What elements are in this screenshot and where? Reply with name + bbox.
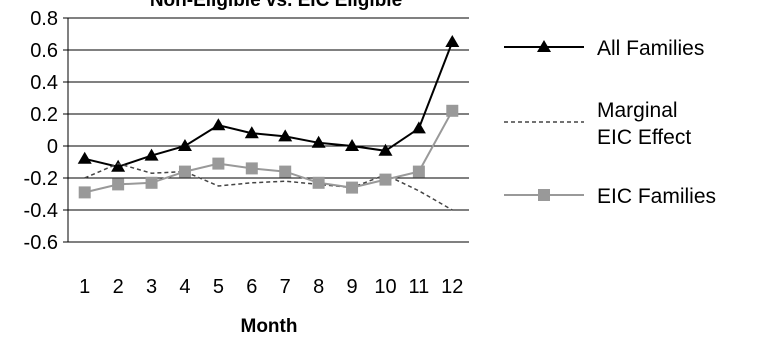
data-point	[144, 148, 159, 161]
legend-label: EIC Effect	[597, 126, 691, 149]
data-point	[177, 139, 192, 151]
x-tick-labels: 1 2 3 4 5 6 7 8 9 10 11 12	[79, 276, 463, 298]
y-tick-label: -0.4	[24, 200, 58, 222]
x-tick-label: 10	[374, 276, 396, 298]
y-tick-label: 0.6	[30, 40, 58, 62]
x-tick-label: 6	[246, 276, 257, 298]
x-tick-label: 11	[408, 276, 429, 298]
data-point	[311, 135, 326, 148]
data-point	[412, 165, 425, 178]
gridlines	[68, 17, 469, 243]
legend-label: EIC Families	[597, 185, 716, 208]
x-tick-label: 7	[280, 276, 291, 298]
x-tick-label: 2	[113, 276, 124, 298]
data-point	[278, 129, 293, 142]
data-point	[411, 121, 426, 134]
chart-title: Non-Eligible vs. EIC Eligible	[150, 0, 402, 11]
data-point	[379, 173, 392, 186]
x-tick-label: 8	[313, 276, 324, 298]
legend-swatch-marker	[538, 189, 550, 201]
data-point	[445, 35, 460, 47]
data-point	[312, 176, 325, 189]
series-eic-families	[78, 104, 459, 199]
data-point	[346, 181, 359, 194]
data-point	[212, 157, 225, 170]
legend: All Families Marginal EIC Effect EIC Famili…	[504, 37, 716, 208]
y-tick-label: 0	[47, 136, 58, 158]
data-point	[244, 126, 259, 139]
data-point	[245, 162, 258, 175]
legend-swatch-marker	[537, 40, 551, 52]
data-point	[211, 118, 226, 131]
x-tick-label: 1	[79, 276, 90, 298]
axes	[63, 17, 69, 243]
x-axis-label: Month	[241, 316, 298, 337]
data-point	[345, 139, 360, 151]
legend-item-all-families: All Families	[504, 37, 704, 60]
x-tick-label: 12	[441, 276, 463, 298]
x-tick-label: 9	[346, 276, 357, 298]
data-point	[145, 176, 158, 189]
x-tick-label: 3	[146, 276, 157, 298]
y-tick-label: 0.2	[30, 104, 58, 126]
data-point	[78, 186, 91, 199]
data-point	[112, 178, 125, 191]
series-line	[84, 41, 454, 168]
data-point	[378, 143, 393, 156]
legend-label: All Families	[597, 37, 704, 60]
x-tick-label: 5	[213, 276, 224, 298]
data-point	[446, 104, 459, 117]
y-tick-label: -0.6	[24, 232, 58, 254]
series-all-families	[77, 35, 460, 172]
legend-label: Marginal	[597, 99, 678, 122]
data-point	[178, 165, 191, 178]
data-point	[77, 151, 92, 164]
data-point	[279, 165, 292, 178]
legend-item-eic-families: EIC Families	[504, 185, 716, 208]
series-group	[77, 35, 460, 211]
legend-item-marginal-eic-effect: Marginal EIC Effect	[504, 99, 691, 149]
y-tick-label: 0.4	[30, 72, 58, 94]
y-tick-label: 0.8	[30, 8, 58, 30]
y-tick-label: -0.2	[24, 168, 58, 190]
x-tick-label: 4	[179, 276, 190, 298]
data-point	[111, 159, 126, 172]
y-tick-labels: 0.8 0.6 0.4 0.2 0 -0.2 -0.4 -0.6	[24, 8, 58, 254]
